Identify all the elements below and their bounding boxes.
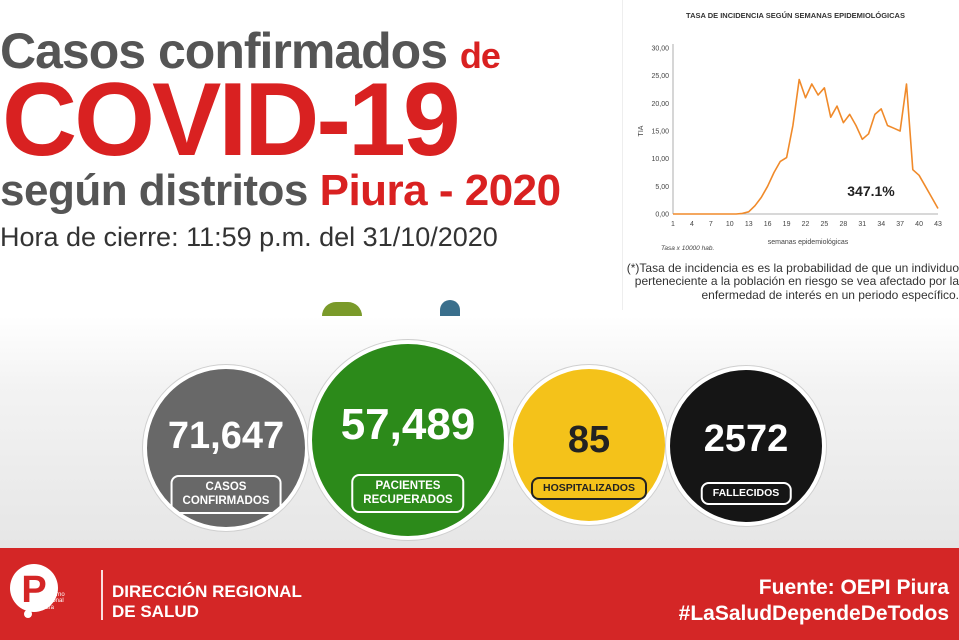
chart-footnote: (*)Tasa de incidencia es es la probabili… <box>626 261 959 302</box>
logo-caption-1: Gobierno <box>40 592 65 598</box>
footer-separator <box>101 570 103 620</box>
x-tick-label: 22 <box>802 221 810 228</box>
y-tick-label: 30,00 <box>651 46 669 53</box>
title-line-1: Casos confirmados de <box>0 22 501 80</box>
x-tick-label: 13 <box>745 221 753 228</box>
hospitalized-circle: 85 HOSPITALIZADOS <box>509 365 669 525</box>
footer-source: Fuente: OEPI Piura <box>758 576 949 599</box>
title-covid: COVID-19 <box>2 62 461 178</box>
closing-time: Hora de cierre: 11:59 p.m. del 31/10/202… <box>0 222 498 252</box>
x-tick-label: 43 <box>934 221 942 228</box>
logo-caption-3: Piura <box>40 604 55 611</box>
x-tick-label: 40 <box>915 221 923 228</box>
x-tick-label: 31 <box>858 221 866 228</box>
y-tick-label: 10,00 <box>651 156 669 163</box>
rate-note: Tasa x 10000 hab. <box>661 245 714 252</box>
confirmed-label-line-2: CONFIRMADOS <box>182 495 270 508</box>
gobierno-regional-logo-icon: P <box>10 564 58 618</box>
decorative-shape-blue <box>440 300 460 316</box>
y-tick-label: 5,00 <box>655 184 669 191</box>
logo-letter: P <box>21 569 46 611</box>
deceased-value: 2572 <box>703 418 789 460</box>
confirmed-cases-circle: 71,647 CASOS CONFIRMADOS <box>143 365 309 531</box>
org-line-1: DIRECCIÓN REGIONAL <box>112 582 302 601</box>
recovered-patients-value: 57,489 <box>340 400 476 449</box>
x-tick-label: 7 <box>709 221 713 228</box>
logo-caption: Gobierno Regional Piura <box>40 592 80 611</box>
x-tick-label: 4 <box>690 221 694 228</box>
chart-title: TASA DE INCIDENCIA SEGÚN SEMANAS EPIDEMI… <box>686 11 905 20</box>
confirmed-label-line-1: CASOS <box>205 481 247 493</box>
recovered-patients-label: PACIENTES RECUPERADOS <box>351 474 465 513</box>
x-tick-label: 16 <box>764 221 772 228</box>
recovered-patients-circle: 57,489 PACIENTES RECUPERADOS <box>308 340 508 540</box>
x-tick-label: 34 <box>877 221 885 228</box>
logo-caption-2: Regional <box>40 598 64 605</box>
title-line-3-red: Piura - 2020 <box>319 166 562 215</box>
y-tick-label: 0,00 <box>655 212 669 219</box>
growth-annotation: 347.1% <box>847 183 895 199</box>
x-tick-label: 37 <box>896 221 904 228</box>
x-tick-label: 28 <box>839 221 847 228</box>
y-tick-label: 25,00 <box>651 73 669 80</box>
y-tick-label: 20,00 <box>651 101 669 108</box>
incidence-chart: TASA DE INCIDENCIA SEGÚN SEMANAS EPIDEMI… <box>638 11 942 252</box>
y-tick-label: 15,00 <box>651 129 669 136</box>
series-line <box>673 78 939 215</box>
recovered-label-line-1: PACIENTES <box>375 480 441 492</box>
y-axis-label: TIA <box>638 125 645 136</box>
incidence-chart-panel: TASA DE INCIDENCIA SEGÚN SEMANAS EPIDEMI… <box>622 0 959 310</box>
x-tick-label: 1 <box>671 221 675 228</box>
title-line-3: según distritos Piura - 2020 <box>0 166 561 216</box>
recovered-label-line-2: RECUPERADOS <box>363 494 453 507</box>
x-axis-label: semanas epidemiológicas <box>768 239 849 246</box>
confirmed-cases-value: 71,647 <box>167 415 285 457</box>
footer-bar: P Gobierno Regional Piura DIRECCIÓN REGI… <box>0 548 959 640</box>
confirmed-cases-label: CASOS CONFIRMADOS <box>170 475 282 514</box>
title-line-1-de: de <box>459 35 501 76</box>
org-line-2: DE SALUD <box>112 601 199 621</box>
x-tick-label: 25 <box>821 221 829 228</box>
title-line-3-gray: según distritos <box>0 166 320 215</box>
footer-hashtag: #LaSaludDependeDeTodos <box>678 602 949 625</box>
hospitalized-label: HOSPITALIZADOS <box>531 477 647 501</box>
hospitalized-value: 85 <box>567 419 611 461</box>
deceased-circle: 2572 FALLECIDOS <box>666 366 826 526</box>
x-tick-label: 19 <box>783 221 791 228</box>
decorative-shape-green <box>322 302 362 316</box>
title-line-1-text: Casos confirmados <box>0 23 460 79</box>
x-tick-label: 10 <box>726 221 734 228</box>
footer-organization: DIRECCIÓN REGIONAL DE SALUD <box>112 582 302 621</box>
deceased-label: FALLECIDOS <box>700 482 792 506</box>
